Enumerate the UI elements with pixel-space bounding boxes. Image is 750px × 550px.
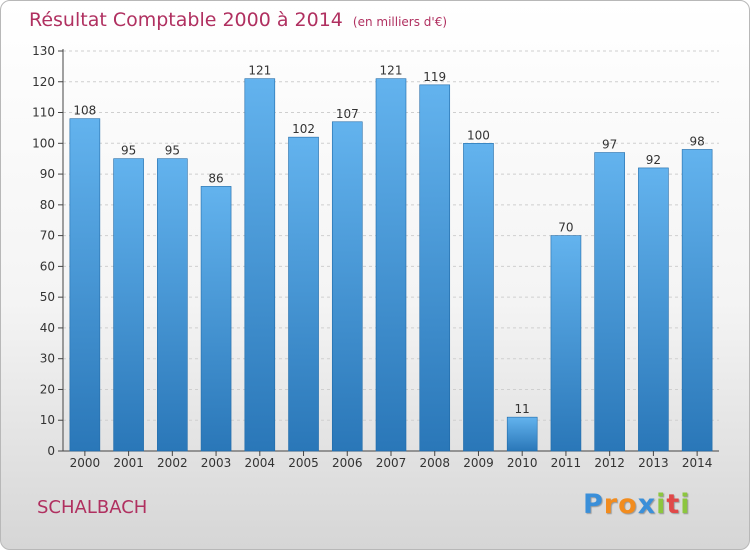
brand-letter: r bbox=[603, 489, 619, 520]
y-tick-label: 40 bbox=[40, 321, 55, 335]
x-tick-label: 2003 bbox=[201, 456, 232, 470]
x-tick-label: 2014 bbox=[682, 456, 713, 470]
y-tick-label: 10 bbox=[40, 413, 55, 427]
bar-value-label: 95 bbox=[121, 144, 136, 158]
bar-value-label: 97 bbox=[602, 138, 617, 152]
bar bbox=[244, 78, 276, 452]
bar bbox=[638, 167, 669, 452]
bar-value-label: 86 bbox=[208, 171, 223, 185]
y-tick-label: 0 bbox=[47, 444, 55, 458]
brand-letter: t bbox=[666, 489, 681, 520]
bar bbox=[506, 416, 538, 452]
chart-title-text: Résultat Comptable 2000 à 2014 bbox=[29, 9, 343, 31]
x-tick-label: 2005 bbox=[288, 456, 319, 470]
bar-value-label: 119 bbox=[423, 70, 446, 84]
bar bbox=[681, 149, 713, 452]
town-name: SCHALBACH bbox=[37, 497, 148, 518]
x-tick-label: 2006 bbox=[332, 456, 363, 470]
brand-logo: Proxiti bbox=[583, 489, 691, 520]
y-tick-label: 100 bbox=[32, 136, 55, 150]
bar bbox=[200, 186, 232, 452]
bar-value-label: 107 bbox=[336, 107, 359, 121]
y-tick-label: 130 bbox=[32, 44, 55, 58]
y-tick-label: 80 bbox=[40, 198, 55, 212]
x-tick-label: 2002 bbox=[157, 456, 188, 470]
bar-value-label: 108 bbox=[73, 104, 96, 118]
bar bbox=[288, 136, 319, 452]
bar-value-label: 100 bbox=[467, 128, 490, 142]
y-tick-label: 20 bbox=[40, 382, 55, 396]
bar bbox=[69, 118, 101, 452]
bar bbox=[331, 121, 363, 452]
y-tick-label: 60 bbox=[40, 259, 55, 273]
y-tick-label: 70 bbox=[40, 229, 55, 243]
chart-unit: (en milliers d'€) bbox=[352, 15, 448, 29]
bar-value-label: 121 bbox=[248, 64, 271, 78]
x-tick-label: 2001 bbox=[113, 456, 144, 470]
x-tick-label: 2004 bbox=[245, 456, 276, 470]
y-tick-label: 110 bbox=[32, 106, 55, 120]
y-tick-label: 50 bbox=[40, 290, 55, 304]
bar bbox=[550, 235, 582, 452]
bar bbox=[157, 158, 188, 452]
bar-value-label: 70 bbox=[558, 221, 573, 235]
bar bbox=[375, 78, 407, 452]
x-tick-label: 2009 bbox=[463, 456, 494, 470]
bar bbox=[419, 84, 451, 452]
x-tick-label: 2013 bbox=[638, 456, 669, 470]
x-tick-label: 2000 bbox=[70, 456, 101, 470]
brand-letter: o bbox=[618, 489, 638, 520]
brand-letter: i bbox=[680, 489, 691, 520]
y-tick-label: 30 bbox=[40, 352, 55, 366]
bar bbox=[113, 158, 144, 452]
brand-letter: P bbox=[583, 489, 604, 520]
bar-value-label: 92 bbox=[646, 153, 661, 167]
bar-value-label: 11 bbox=[515, 402, 530, 416]
bar-value-label: 102 bbox=[292, 122, 315, 136]
bar-value-label: 95 bbox=[165, 144, 180, 158]
x-tick-label: 2010 bbox=[507, 456, 538, 470]
brand-letter: x bbox=[637, 489, 657, 520]
bar-value-label: 121 bbox=[380, 64, 403, 78]
x-tick-label: 2011 bbox=[551, 456, 582, 470]
brand-letter: i bbox=[656, 489, 667, 520]
y-tick-label: 120 bbox=[32, 75, 55, 89]
bar bbox=[463, 143, 494, 452]
bar bbox=[594, 152, 625, 452]
chart-title: Résultat Comptable 2000 à 2014 (en millie… bbox=[29, 9, 447, 31]
x-tick-label: 2008 bbox=[419, 456, 450, 470]
x-tick-label: 2012 bbox=[594, 456, 625, 470]
y-tick-label: 90 bbox=[40, 167, 55, 181]
x-tick-label: 2007 bbox=[376, 456, 407, 470]
bar-value-label: 98 bbox=[689, 134, 704, 148]
